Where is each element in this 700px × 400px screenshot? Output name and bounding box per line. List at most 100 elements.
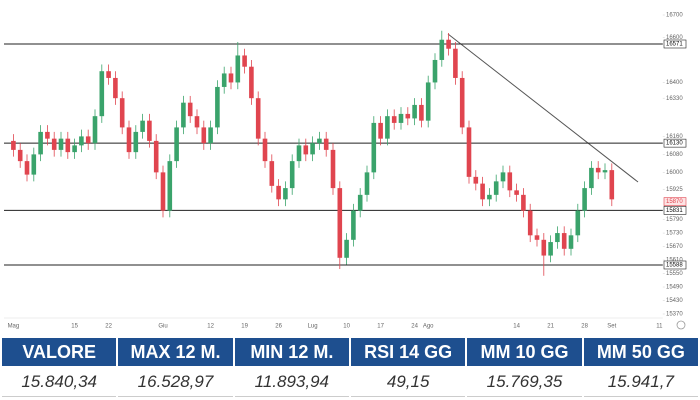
y-tick-label: 16400 <box>666 80 683 86</box>
candle-body <box>38 131 43 155</box>
candle-body <box>79 136 84 146</box>
candle-body <box>147 120 152 141</box>
y-tick-label: 15430 <box>666 298 683 304</box>
candle-body <box>453 48 458 78</box>
candle-body <box>276 185 281 200</box>
x-tick-label: 10 <box>343 324 350 330</box>
candle-body <box>208 127 213 144</box>
header-cell: VALORE <box>2 338 117 366</box>
candle-body <box>595 167 601 173</box>
y-tick-label: 16000 <box>666 170 683 176</box>
header-cell: RSI 14 GG <box>350 338 466 366</box>
y-tick-label: 15550 <box>666 271 683 277</box>
candle-body <box>85 136 91 144</box>
candle-body <box>602 170 608 173</box>
candle-body <box>153 140 159 173</box>
candle-body <box>181 102 186 128</box>
y-tick-label: 15370 <box>666 312 683 318</box>
y-tick-label: 16330 <box>666 96 683 102</box>
level-label-box <box>663 39 687 49</box>
candle-body <box>113 77 118 99</box>
y-tick-label: 16080 <box>666 152 683 158</box>
candle-body <box>323 138 329 150</box>
candle-body <box>500 172 506 182</box>
x-tick-label: 24 <box>411 324 418 330</box>
level-label-box <box>663 138 687 148</box>
y-tick-label: 15790 <box>666 217 683 223</box>
y-tick-label: 15670 <box>666 244 683 250</box>
value-cell: 15.840,34 <box>2 368 117 397</box>
y-tick-label: 15730 <box>666 231 683 237</box>
level-label-box <box>663 206 687 215</box>
header-cell: MIN 12 M. <box>234 338 349 366</box>
y-tick-label: 15490 <box>666 285 683 291</box>
candle-body <box>534 235 540 240</box>
candle-body <box>555 233 560 243</box>
last-price-box <box>663 197 687 206</box>
candle-body <box>187 102 193 117</box>
candle-body <box>255 98 261 139</box>
x-tick-label: 22 <box>105 324 112 330</box>
candle-body <box>378 122 383 139</box>
candle-body <box>201 127 207 144</box>
settings-icon[interactable] <box>676 320 686 330</box>
chart: 16700 16600 16400 16330 16160 16080 16000 15925… <box>4 13 687 330</box>
x-tick-label: Giu <box>158 324 167 330</box>
candle-body <box>541 239 547 256</box>
candle-body <box>609 170 615 200</box>
value-row: 15.840,34 16.528,97 11.893,94 49,15 15.769,3… <box>2 368 698 397</box>
candle-body <box>140 120 145 132</box>
level-label-box <box>663 260 687 270</box>
x-tick-label: 14 <box>513 324 520 330</box>
candle-body <box>126 127 132 153</box>
candle-body <box>466 127 472 177</box>
last-price-label: 15870 <box>666 199 683 205</box>
candle-body <box>473 176 479 184</box>
x-tick-label: 12 <box>207 324 214 330</box>
candle-body <box>194 116 200 128</box>
candle-body <box>228 73 234 83</box>
candle-body <box>432 59 438 83</box>
header-cell: MM 10 GG <box>467 338 582 366</box>
candle-body <box>330 149 336 189</box>
candle-body <box>371 122 377 173</box>
candle-body <box>405 113 411 119</box>
candle-body <box>215 86 220 128</box>
candle-body <box>72 145 77 153</box>
candle-body <box>357 194 363 211</box>
x-tick-label: 15 <box>71 324 78 330</box>
x-tick-label: 28 <box>581 324 588 330</box>
candle-body <box>568 235 574 249</box>
candle-body <box>364 172 370 195</box>
candle-body <box>507 172 513 191</box>
value-cell: 49,15 <box>350 368 466 397</box>
x-tick-label: Ago <box>423 324 434 330</box>
value-cell: 16.528,97 <box>118 368 233 397</box>
candle-body <box>351 210 356 240</box>
x-tick-label: 21 <box>547 324 554 330</box>
candle-body <box>24 161 30 175</box>
candle-body <box>221 73 227 87</box>
x-tick-label: Lug <box>308 324 318 330</box>
candle-body <box>412 104 417 119</box>
candle-body <box>589 167 594 189</box>
candle-body <box>391 116 397 123</box>
candle-body <box>296 145 302 162</box>
stats-table: VALORE MAX 12 M. MIN 12 M. RSI 14 GG MM 10 G… <box>0 336 700 399</box>
header-row: VALORE MAX 12 M. MIN 12 M. RSI 14 GG MM 10 G… <box>2 338 698 366</box>
candle-body <box>45 131 50 139</box>
header-cell: MAX 12 M. <box>118 338 233 366</box>
candle-body <box>17 149 23 162</box>
candle-body <box>582 188 587 211</box>
candle-body <box>493 181 499 195</box>
candle-body <box>446 39 451 49</box>
y-tick-label: 16700 <box>666 13 683 19</box>
x-tick-label: 26 <box>275 324 282 330</box>
header-cell: MM 50 GG <box>583 338 698 366</box>
candle-body <box>262 138 268 162</box>
candle-body <box>167 161 173 211</box>
candle-body <box>303 145 309 155</box>
level-label: 16130 <box>666 141 683 147</box>
candle-body <box>527 210 533 236</box>
